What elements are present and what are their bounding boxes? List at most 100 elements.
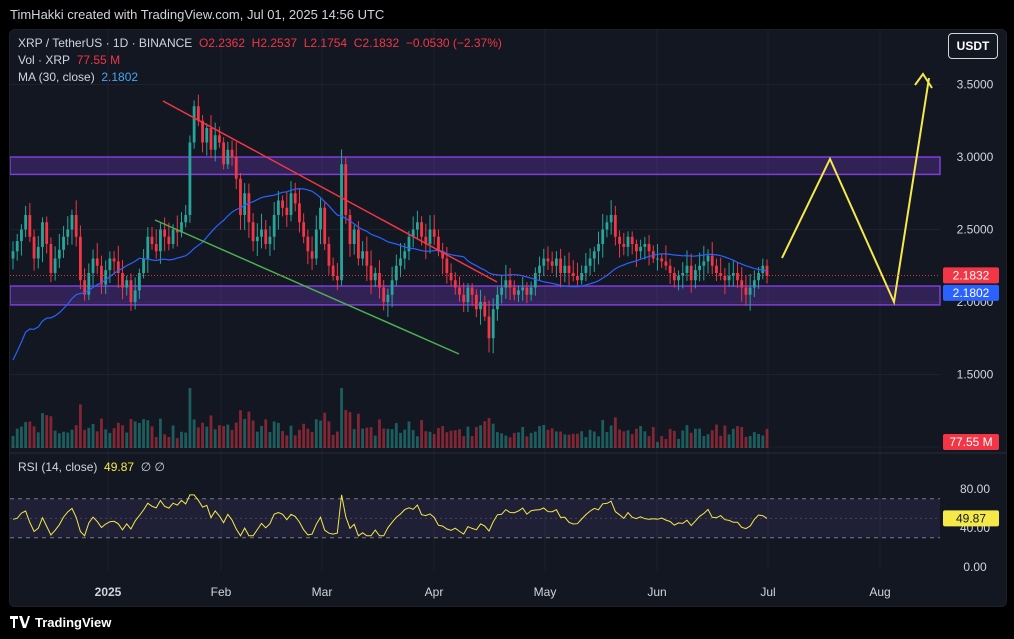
candle-body xyxy=(121,273,124,288)
candle-body xyxy=(74,215,78,237)
volume-bar xyxy=(247,411,251,448)
volume-bar xyxy=(533,431,537,448)
candle-body xyxy=(445,258,449,273)
volume-bar xyxy=(584,437,588,448)
candle-body xyxy=(702,261,706,266)
volume-bar xyxy=(53,430,57,448)
candle-body xyxy=(723,275,727,281)
candle-body xyxy=(487,316,491,339)
volume-bar xyxy=(243,419,247,448)
volume-bar xyxy=(559,431,562,448)
volume-bar xyxy=(188,388,192,448)
volume-bar xyxy=(710,430,714,448)
volume-bar xyxy=(293,435,297,448)
volume-bar xyxy=(715,424,718,448)
volume-bar xyxy=(175,438,179,448)
candle-body xyxy=(272,215,276,237)
volume-bar xyxy=(685,425,689,448)
candle-body xyxy=(462,294,466,302)
volume-bar xyxy=(302,423,306,448)
volume-bar xyxy=(11,435,15,448)
volume-bar xyxy=(664,438,668,448)
currency-button[interactable]: USDT xyxy=(948,33,998,59)
volume-bar xyxy=(597,436,600,448)
volume-bar xyxy=(129,418,133,448)
candle-body xyxy=(693,270,697,281)
candle-body xyxy=(668,265,672,273)
candle-body xyxy=(512,287,516,295)
volume-bar xyxy=(66,432,70,448)
volume-bar xyxy=(731,428,735,448)
volume-bar xyxy=(234,422,238,448)
volume-bar xyxy=(744,436,748,448)
candle-body xyxy=(87,273,91,295)
projection-arrowhead xyxy=(914,72,933,89)
candle-body xyxy=(504,280,508,288)
candle-body xyxy=(748,287,752,295)
volume-bar xyxy=(213,429,217,448)
candle-body xyxy=(466,287,470,302)
candle-body xyxy=(251,222,255,242)
volume-bar xyxy=(255,431,259,448)
candle-body xyxy=(159,229,162,252)
volume-bar xyxy=(125,432,129,448)
volume-bar xyxy=(201,422,204,448)
volume-bar xyxy=(382,428,386,448)
volume-bar xyxy=(639,426,643,448)
volume-bar xyxy=(411,430,415,448)
volume-bar xyxy=(196,427,200,448)
price-tick-label: 3.5000 xyxy=(957,78,994,92)
candle-body xyxy=(352,229,356,244)
candle-body xyxy=(302,222,306,237)
candle-body xyxy=(335,275,339,281)
volume-bar xyxy=(104,429,108,448)
candle-body xyxy=(656,258,659,260)
candle-body xyxy=(20,229,23,242)
low-value: L2.1754 xyxy=(303,36,348,50)
candle-body xyxy=(677,275,680,281)
candle-body xyxy=(605,222,609,230)
volume-bar xyxy=(70,429,74,448)
volume-bar xyxy=(626,430,630,448)
volume-bar xyxy=(407,421,411,448)
volume-bar xyxy=(415,436,419,448)
volume-bar xyxy=(209,415,213,448)
volume-bar xyxy=(550,428,554,448)
volume-bar xyxy=(428,431,432,448)
candle-body xyxy=(285,207,289,215)
rsi-tag-bg xyxy=(943,510,999,527)
candle-body xyxy=(319,207,322,230)
candle-body xyxy=(192,106,196,143)
symbol-label: XRP / TetherUS · 1D · BINANCE xyxy=(18,36,193,50)
time-axis[interactable]: 2025 Feb Mar Apr May Jun Jul Aug xyxy=(95,585,891,599)
ohlc-legend: XRP / TetherUS · 1D · BINANCE O2.2362 H2… xyxy=(18,36,502,50)
volume-bar xyxy=(656,441,659,448)
volume-bar xyxy=(437,428,440,448)
volume-bar xyxy=(100,418,103,448)
close-value: C2.1832 xyxy=(353,36,400,50)
volume-bar xyxy=(352,429,356,448)
volume-bar xyxy=(167,436,171,448)
volume-bar xyxy=(154,437,158,448)
volume-bar xyxy=(761,435,765,448)
candle-body xyxy=(601,229,605,244)
candle-body xyxy=(104,270,108,285)
candle-body xyxy=(276,200,280,215)
volume-bar xyxy=(668,428,672,448)
candle-body xyxy=(432,229,436,237)
volume-bar xyxy=(538,426,541,448)
chart-frame[interactable]: 3.5000 3.0000 2.5000 2.0000 1.5000 80.00 40.0… xyxy=(9,29,1007,607)
volume-tag-bg xyxy=(943,434,999,450)
volume-bar xyxy=(651,427,655,448)
candle-body xyxy=(757,273,760,281)
volume-bar xyxy=(83,429,87,448)
volume-bar xyxy=(403,429,407,448)
candle-body xyxy=(529,287,533,295)
volume-bar xyxy=(91,423,95,448)
volume-bar xyxy=(361,428,365,448)
volume-value: 77.55 M xyxy=(76,53,121,67)
volume-bar xyxy=(49,416,53,448)
